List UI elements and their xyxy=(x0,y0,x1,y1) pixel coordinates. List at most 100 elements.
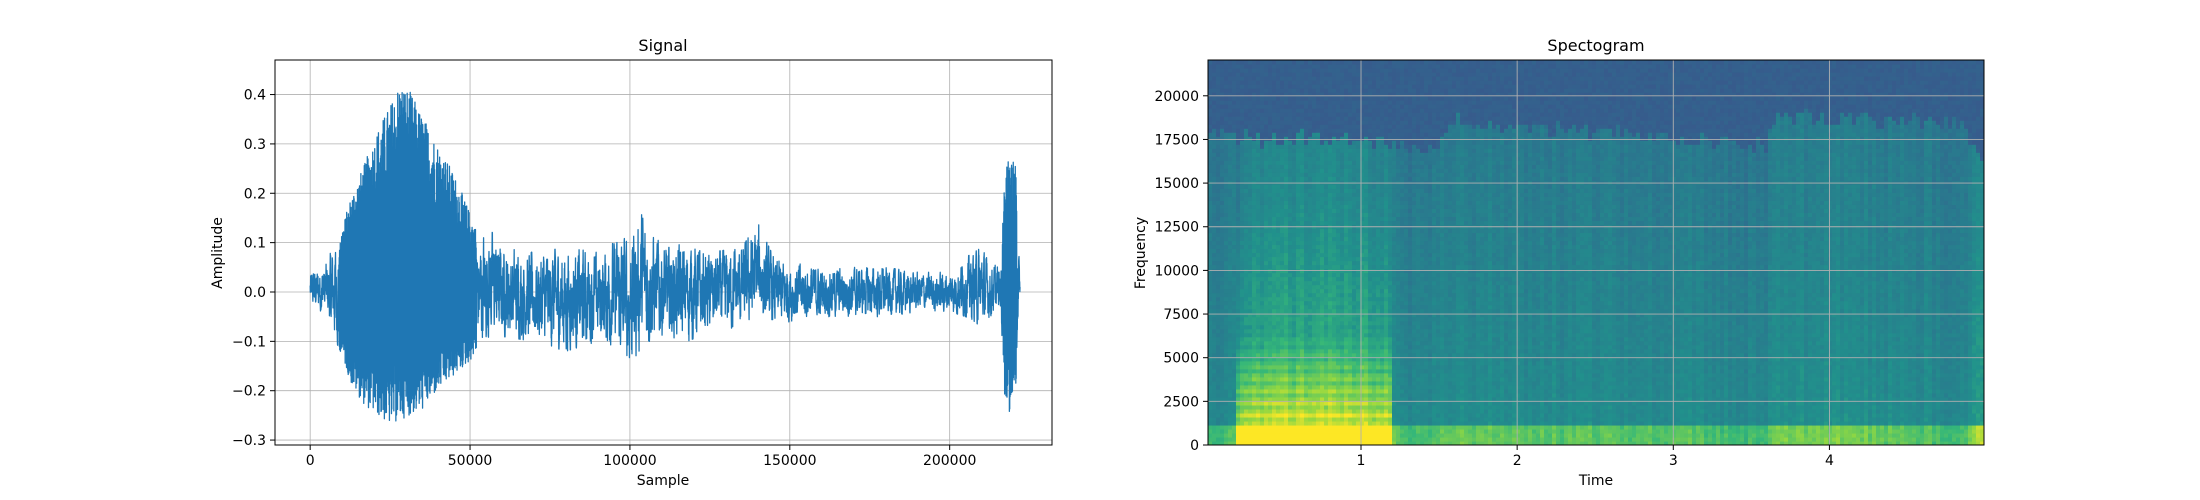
spectrogram-cell xyxy=(1368,104,1373,109)
spectrogram-cell xyxy=(1308,280,1313,286)
spectrogram-cell xyxy=(1284,244,1289,250)
spectrogram-cell xyxy=(1312,440,1317,445)
spectrogram-cell xyxy=(1412,424,1417,430)
spectrogram-cell xyxy=(1352,236,1357,242)
spectrogram-cell xyxy=(1252,136,1257,141)
spectrogram-cell xyxy=(1328,344,1333,350)
spectrogram-cell xyxy=(1292,344,1297,350)
spectrogram-cell xyxy=(1220,344,1225,350)
spectrogram-cell xyxy=(1324,60,1329,65)
spectrogram-cell xyxy=(1312,144,1317,149)
spectrogram-cell xyxy=(1404,116,1409,121)
spectrogram-cell xyxy=(1248,280,1253,286)
spectrogram-cell xyxy=(1320,152,1325,157)
spectrogram-cell xyxy=(1384,272,1389,278)
spectrogram-cell xyxy=(1328,156,1333,161)
spectrogram-cell xyxy=(1336,192,1341,197)
spectrogram-cell xyxy=(1320,340,1325,346)
spectrogram-cell xyxy=(1400,384,1405,390)
spectrogram-cell xyxy=(1252,176,1257,181)
spectrogram-cell xyxy=(1232,300,1237,306)
spectrogram-cell xyxy=(1404,92,1409,97)
spectrogram-cell xyxy=(1232,332,1237,338)
spectrogram-cell xyxy=(1384,256,1389,262)
spectrogram-cell xyxy=(1344,156,1349,161)
spectrogram-cell xyxy=(1256,228,1261,234)
spectrogram-cell xyxy=(1352,172,1357,177)
spectrogram-cell xyxy=(1296,324,1301,330)
spectrogram-cell xyxy=(1236,288,1241,294)
spectrogram-cell xyxy=(1252,404,1257,410)
spectrogram-cell xyxy=(1284,336,1289,342)
spectrogram-cell xyxy=(1368,324,1373,330)
spectrogram-cell xyxy=(1376,188,1381,193)
spectrogram-cell xyxy=(1404,340,1409,346)
spectrogram-cell xyxy=(1304,96,1309,101)
spectrogram-cell xyxy=(1336,60,1341,65)
spectrogram-cell xyxy=(1272,140,1277,145)
spectrogram-cell xyxy=(1292,252,1297,258)
spectrogram-cell xyxy=(1344,336,1349,342)
spectrogram-cell xyxy=(1404,76,1409,81)
spectrogram-cell xyxy=(1344,356,1349,362)
spectrogram-cell xyxy=(1380,296,1385,302)
spectrogram-cell xyxy=(1260,288,1265,294)
spectrogram-cell xyxy=(1396,392,1401,398)
spectrogram-cell xyxy=(1312,112,1317,117)
spectrogram-cell xyxy=(1408,180,1413,185)
spectrogram-cell xyxy=(1292,372,1297,378)
spectrogram-cell xyxy=(1364,332,1369,338)
spectrogram-cell xyxy=(1412,320,1417,326)
spectrogram-cell xyxy=(1380,264,1385,270)
spectrogram-cell xyxy=(1208,156,1213,161)
spectrogram-cell xyxy=(1264,388,1269,394)
spectrogram-cell xyxy=(1408,80,1413,85)
spectrogram-cell xyxy=(1332,316,1337,322)
spectrogram-cell xyxy=(1248,92,1253,97)
spectrogram-cell xyxy=(1400,208,1405,213)
spectrogram-cell xyxy=(1360,256,1365,262)
spectrogram-cell xyxy=(1360,360,1365,366)
spectrogram-cell xyxy=(1360,440,1365,445)
spectrogram-cell xyxy=(1400,112,1405,117)
spectrogram-cell xyxy=(1312,136,1317,141)
signal-y-tick-label: 0.4 xyxy=(244,88,266,104)
spectrogram-cell xyxy=(1224,220,1229,226)
spectrogram-cell xyxy=(1292,360,1297,366)
spectrogram-cell xyxy=(1376,232,1381,238)
spectrogram-cell xyxy=(1328,292,1333,298)
spectrogram-cell xyxy=(1248,140,1253,145)
spectrogram-cell xyxy=(1212,304,1217,310)
spectrogram-cell xyxy=(1272,396,1277,402)
spectrogram-cell xyxy=(1280,200,1285,205)
spectrogram-cell xyxy=(1252,248,1257,254)
spectrogram-cell xyxy=(1396,308,1401,314)
spectrogram-cell xyxy=(1360,160,1365,165)
spectrogram-cell xyxy=(1308,188,1313,193)
spectrogram-cell xyxy=(1232,148,1237,153)
spectrogram-cell xyxy=(1332,288,1337,294)
spectrogram-cell xyxy=(1336,180,1341,185)
spectrogram-cell xyxy=(1288,152,1293,157)
spectrogram-cell xyxy=(1248,112,1253,117)
spectrogram-cell xyxy=(1372,128,1377,133)
spectrogram-cell xyxy=(1212,120,1217,125)
spectrogram-cell xyxy=(1388,440,1393,445)
spectrogram-cell xyxy=(1328,316,1333,322)
spectrogram-cell xyxy=(1328,348,1333,354)
spectrogram-cell xyxy=(1292,216,1297,222)
spectrogram-cell xyxy=(1352,384,1357,390)
spectrogram-cell xyxy=(1380,276,1385,282)
spectrogram-cell xyxy=(1320,80,1325,85)
spectrogram-cell xyxy=(1248,156,1253,161)
spectrogram-cell xyxy=(1396,252,1401,258)
spectrogram-cell xyxy=(1284,428,1289,434)
spectrogram-cell xyxy=(1312,220,1317,226)
spectrogram-cell xyxy=(1224,84,1229,89)
spectrogram-cell xyxy=(1376,348,1381,354)
spectrogram-cell xyxy=(1364,352,1369,358)
spectrogram-cell xyxy=(1376,280,1381,286)
spectrogram-cell xyxy=(1384,284,1389,290)
spectrogram-cell xyxy=(1344,248,1349,254)
spectrogram-cell xyxy=(1412,300,1417,306)
